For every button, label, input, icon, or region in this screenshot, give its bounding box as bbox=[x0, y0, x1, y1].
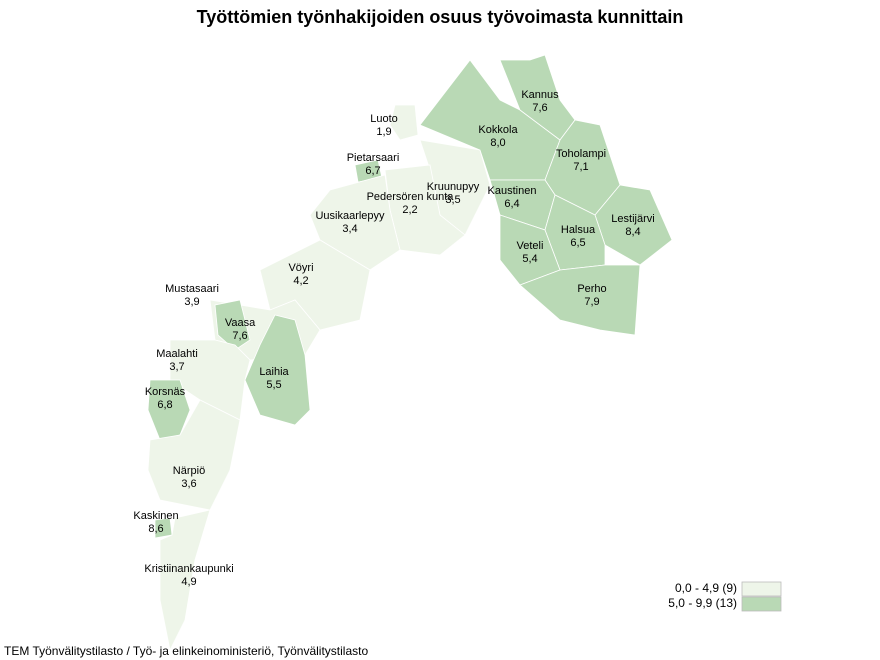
legend-label: 0,0 - 4,9 (9) bbox=[675, 581, 737, 595]
region-value: 4,9 bbox=[181, 576, 196, 588]
region-value: 3,6 bbox=[181, 478, 196, 490]
region-name: Närpiö bbox=[173, 465, 205, 477]
region-value: 7,1 bbox=[573, 161, 588, 173]
region-name: Veteli bbox=[517, 240, 544, 252]
region-value: 5,4 bbox=[522, 253, 537, 265]
region-value: 8,0 bbox=[490, 137, 505, 149]
region-value: 1,9 bbox=[376, 126, 391, 138]
legend-label: 5,0 - 9,9 (13) bbox=[668, 596, 737, 610]
source: TEM Työnvälitystilasto / Työ- ja elinkei… bbox=[4, 644, 368, 658]
region-name: Toholampi bbox=[556, 148, 606, 160]
region-name: Vöyri bbox=[288, 262, 313, 274]
region-value: 5,5 bbox=[266, 379, 281, 391]
region-value: 3,5 bbox=[445, 194, 460, 206]
region-name: Lestijärvi bbox=[611, 213, 654, 225]
region-value: 3,9 bbox=[184, 296, 199, 308]
region-name: Vaasa bbox=[225, 317, 256, 329]
region-value: 8,6 bbox=[148, 523, 163, 535]
region bbox=[309, 174, 401, 271]
region-value: 3,7 bbox=[169, 361, 184, 373]
map-title: Työttömien työnhakijoiden osuus työvoima… bbox=[197, 7, 684, 27]
region-name: Kaskinen bbox=[133, 510, 178, 522]
region bbox=[159, 509, 211, 652]
region-value: 6,4 bbox=[504, 198, 519, 210]
region-name: Maalahti bbox=[156, 348, 198, 360]
region-value: 7,9 bbox=[584, 296, 599, 308]
region-name: Kristiinankaupunki bbox=[144, 563, 233, 575]
region-name: Uusikaarlepyy bbox=[315, 210, 385, 222]
region bbox=[214, 299, 251, 351]
region-name: Laihia bbox=[259, 366, 289, 378]
region bbox=[147, 399, 241, 511]
region-value: 6,8 bbox=[157, 399, 172, 411]
legend-swatch bbox=[741, 596, 782, 612]
region-name: Perho bbox=[577, 283, 606, 295]
region-name: Halsua bbox=[561, 224, 596, 236]
region-name: Pedersören kunta bbox=[367, 191, 455, 203]
region-value: 7,6 bbox=[232, 330, 247, 342]
region-value: 6,5 bbox=[570, 237, 585, 249]
region bbox=[499, 54, 576, 141]
legend-swatch bbox=[741, 581, 782, 597]
region-name: Korsnäs bbox=[145, 386, 186, 398]
region-value: 6,7 bbox=[365, 165, 380, 177]
region-value: 8,4 bbox=[625, 226, 640, 238]
region-name: Mustasaari bbox=[165, 283, 219, 295]
region bbox=[519, 264, 641, 336]
region-name: Pietarsaari bbox=[347, 152, 400, 164]
region-name: Luoto bbox=[370, 113, 398, 125]
region-value: 2,2 bbox=[402, 204, 417, 216]
region-name: Kaustinen bbox=[488, 185, 537, 197]
region-value: 4,2 bbox=[293, 275, 308, 287]
region-value: 3,4 bbox=[342, 223, 357, 235]
region-value: 7,6 bbox=[532, 102, 547, 114]
region bbox=[244, 314, 311, 426]
region-name: Kruunupyy bbox=[427, 181, 480, 193]
region-name: Kokkola bbox=[478, 124, 518, 136]
region bbox=[389, 104, 419, 141]
region-name: Kannus bbox=[521, 89, 559, 101]
